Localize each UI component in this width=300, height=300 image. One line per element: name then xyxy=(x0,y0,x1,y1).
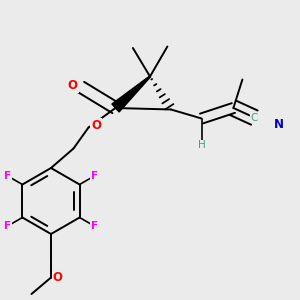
Text: O: O xyxy=(91,118,101,132)
Text: O: O xyxy=(52,271,63,284)
Text: F: F xyxy=(91,171,98,181)
Text: F: F xyxy=(91,221,98,231)
Text: H: H xyxy=(198,140,206,151)
Text: F: F xyxy=(4,171,11,181)
Text: C: C xyxy=(251,112,258,123)
Text: F: F xyxy=(4,221,11,231)
Polygon shape xyxy=(112,76,150,112)
Text: O: O xyxy=(68,79,78,92)
Text: N: N xyxy=(273,118,284,131)
